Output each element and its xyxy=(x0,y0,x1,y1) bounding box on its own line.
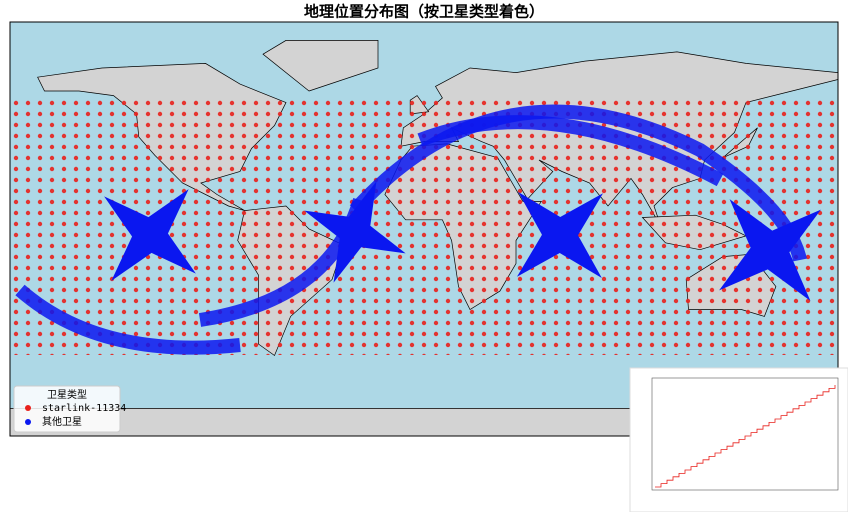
inset-axes xyxy=(651,377,839,491)
legend-marker xyxy=(25,419,31,425)
other-satellite-band xyxy=(349,104,807,262)
other-satellite-cluster xyxy=(516,191,604,279)
inset-line xyxy=(655,385,836,488)
legend-label: 其他卫星 xyxy=(42,415,82,428)
other-satellite-band xyxy=(417,115,724,187)
legend: 卫星类型 starlink-11334 其他卫星 xyxy=(13,385,126,433)
other-satellite-cluster xyxy=(304,181,406,283)
legend-title: 卫星类型 xyxy=(47,388,87,401)
other-satellite-cluster xyxy=(104,189,196,281)
legend-marker xyxy=(25,405,31,411)
inset-chart xyxy=(629,367,848,512)
map-frame xyxy=(9,21,839,437)
map-body xyxy=(10,22,838,436)
other-satellite-band xyxy=(15,284,241,355)
map-title: 地理位置分布图（按卫星类型着色） xyxy=(304,3,544,21)
other-satellite-cluster xyxy=(719,199,821,301)
landmass xyxy=(262,40,379,92)
satellite-points xyxy=(10,100,838,355)
legend-label: starlink-11334 xyxy=(42,403,126,414)
legend-box xyxy=(13,385,121,433)
